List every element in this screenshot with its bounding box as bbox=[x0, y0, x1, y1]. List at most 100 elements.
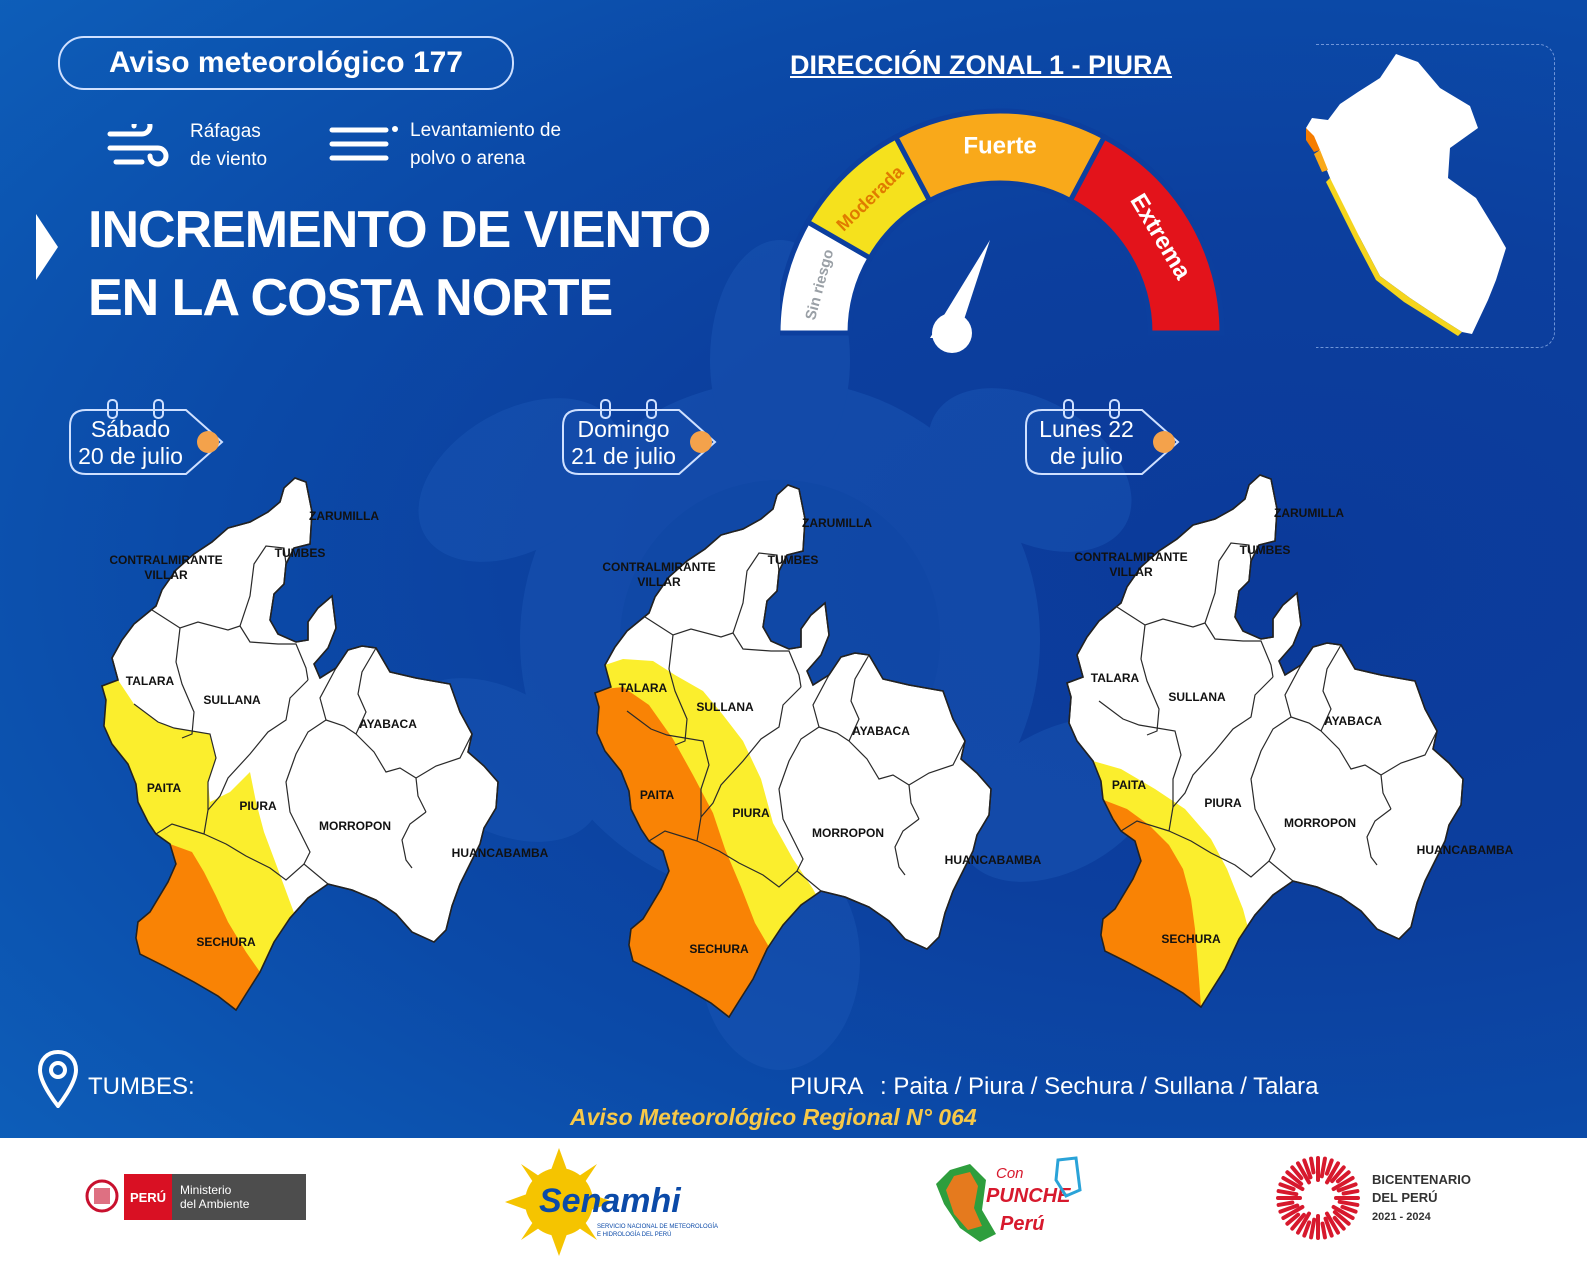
province-label-ayabaca: AYABACA bbox=[359, 717, 417, 731]
ministerio-line1: Ministerio bbox=[180, 1183, 232, 1197]
province-label-talara: TALARA bbox=[1091, 671, 1140, 685]
con-punche-peru-logo: Con PUNCHE Perú bbox=[936, 1156, 1082, 1242]
province-border bbox=[908, 740, 966, 786]
province-border bbox=[818, 726, 850, 742]
province-label-piura: PIURA bbox=[1204, 796, 1242, 810]
province-label-tumbes: TUMBES bbox=[768, 553, 819, 567]
ministerio-ambiente-logo: PERÚ Ministerio del Ambiente bbox=[85, 1174, 306, 1220]
date-line1: Lunes 22 bbox=[1039, 416, 1134, 442]
province-label-paita: PAITA bbox=[147, 781, 182, 795]
province-border bbox=[668, 634, 688, 746]
locator-frame bbox=[1316, 44, 1555, 348]
province-border bbox=[1366, 808, 1392, 866]
province-border bbox=[648, 830, 698, 842]
logo-bar: PERÚ Ministerio del Ambiente Senamhi SER… bbox=[0, 1138, 1587, 1267]
province-border bbox=[203, 833, 329, 885]
province-border bbox=[848, 740, 920, 820]
tumbes-label: TUMBES: bbox=[88, 1073, 195, 1100]
headline-line2: EN LA COSTA NORTE bbox=[88, 269, 613, 327]
calendar-tag-icon bbox=[1025, 399, 1180, 475]
province-label-sullana: SULLANA bbox=[696, 700, 754, 714]
senamhi-wordmark: Senamhi bbox=[539, 1182, 682, 1220]
bicentenario-line2: DEL PERÚ bbox=[1372, 1190, 1438, 1205]
province-border bbox=[133, 703, 217, 835]
bulletin-title: Aviso meteorológico 177 bbox=[58, 36, 514, 90]
alert-zone-strong bbox=[1101, 799, 1201, 1007]
province-border bbox=[285, 667, 337, 865]
province-label-ayabaca: AYABACA bbox=[1324, 714, 1382, 728]
province-border bbox=[644, 552, 780, 638]
dust-lines-icon bbox=[329, 126, 398, 161]
province-label-huancabamba: HUANCABAMBA bbox=[1417, 843, 1514, 857]
regional-notice: Aviso Meteorológico Regional N° 064 bbox=[570, 1104, 977, 1130]
province-label-contralmirante1: CONTRALMIRANTE bbox=[1074, 550, 1187, 564]
province-label-ayabaca: AYABACA bbox=[852, 724, 910, 738]
province-border bbox=[1120, 820, 1170, 832]
legend-dust-line2: polvo o arena bbox=[410, 148, 526, 169]
province-label-piura: PIURA bbox=[732, 806, 770, 820]
province-border bbox=[151, 545, 287, 631]
province-border bbox=[355, 647, 377, 735]
alert-zone-strong bbox=[595, 687, 769, 1017]
date-tag-monday: Lunes 22 de julio bbox=[1024, 399, 1180, 478]
gauge-segment-extrema bbox=[1067, 133, 1225, 336]
province-border bbox=[696, 840, 822, 892]
province-label-morropon: MORROPON bbox=[1284, 816, 1356, 830]
province-border bbox=[778, 674, 830, 872]
province-border bbox=[732, 632, 802, 688]
bicentenario-logo: BICENTENARIO DEL PERÚ 2021 - 2024 bbox=[1276, 1156, 1471, 1240]
chevron-right-icon bbox=[36, 214, 58, 280]
province-border bbox=[1290, 716, 1322, 732]
senamhi-logo: Senamhi SERVICIO NACIONAL DE METEOROLOGÍ… bbox=[505, 1148, 718, 1256]
province-label-huancabamba: HUANCABAMBA bbox=[452, 846, 549, 860]
province-label-piura: PIURA bbox=[239, 799, 277, 813]
ministerio-line2: del Ambiente bbox=[180, 1197, 250, 1211]
province-border bbox=[1140, 624, 1160, 736]
wind-gust-icon bbox=[107, 124, 169, 167]
province-border bbox=[155, 823, 205, 835]
province-border bbox=[355, 733, 427, 813]
date-tag-saturday: Sábado 20 de julio bbox=[68, 399, 224, 478]
province-border bbox=[1204, 622, 1274, 678]
bicentenario-line3: 2021 - 2024 bbox=[1372, 1211, 1432, 1223]
date-line1: Sábado bbox=[90, 416, 171, 442]
province-border bbox=[1098, 700, 1182, 832]
senamhi-subtitle2: E HIDROLOGÍA DEL PERÚ bbox=[597, 1231, 671, 1238]
province-label-sechura: SECHURA bbox=[1161, 932, 1221, 946]
province-label-sechura: SECHURA bbox=[689, 942, 749, 956]
province-label-zarumilla: ZARUMILLA bbox=[802, 516, 872, 530]
alert-zone-strong bbox=[136, 844, 260, 1010]
province-label-sullana: SULLANA bbox=[203, 693, 261, 707]
province-label-contralmirante2: VILLAR bbox=[637, 575, 681, 589]
province-border bbox=[207, 679, 309, 811]
punche-line1: Con bbox=[996, 1165, 1024, 1182]
calendar-tag-icon bbox=[69, 399, 224, 475]
province-border bbox=[239, 625, 309, 681]
province-label-contralmirante2: VILLAR bbox=[144, 568, 188, 582]
headline: INCREMENTO DE VIENTO EN LA COSTA NORTE bbox=[88, 196, 711, 332]
date-line2: de julio bbox=[1050, 443, 1123, 469]
province-label-paita: PAITA bbox=[1112, 778, 1147, 792]
province-border bbox=[1250, 664, 1302, 862]
province-label-talara: TALARA bbox=[126, 674, 175, 688]
date-line2: 20 de julio bbox=[78, 443, 183, 469]
legend-gusts: Ráfagas de viento bbox=[190, 118, 267, 174]
gauge-label-fuerte: Fuerte bbox=[963, 132, 1036, 159]
province-border bbox=[1320, 644, 1342, 732]
province-border bbox=[1168, 830, 1294, 882]
legend-gusts-line2: de viento bbox=[190, 149, 268, 170]
province-border bbox=[1172, 676, 1274, 808]
province-label-huancabamba: HUANCABAMBA bbox=[945, 853, 1042, 867]
province-border bbox=[1320, 730, 1392, 810]
province-label-sechura: SECHURA bbox=[196, 935, 256, 949]
province-label-paita: PAITA bbox=[640, 788, 675, 802]
location-pin-icon bbox=[38, 1050, 78, 1108]
province-border bbox=[1116, 542, 1252, 628]
punche-line2: PUNCHE bbox=[986, 1185, 1071, 1207]
peru-locator-map bbox=[1306, 54, 1506, 336]
province-label-sullana: SULLANA bbox=[1168, 690, 1226, 704]
province-border bbox=[325, 719, 357, 735]
